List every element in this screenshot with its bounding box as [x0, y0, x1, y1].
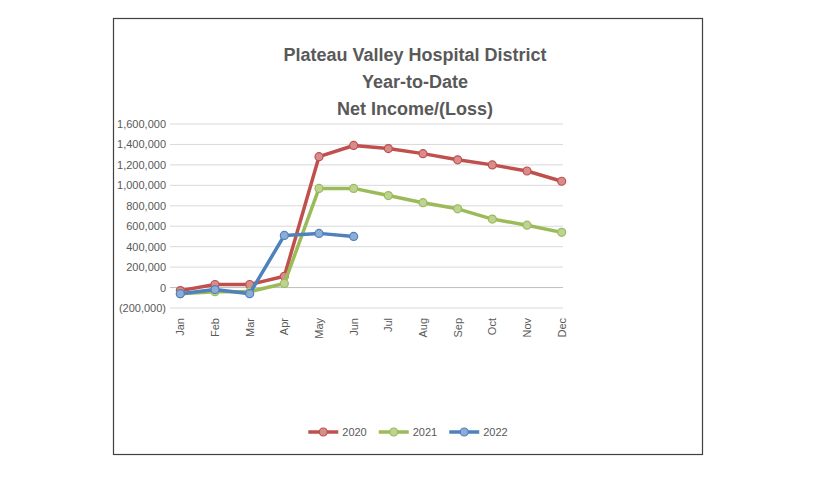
series-marker [350, 141, 358, 149]
y-tick-label: 1,000,000 [117, 179, 166, 191]
grid-line [170, 287, 563, 288]
x-tick-label: Dec [556, 318, 568, 338]
x-tick-label: Oct [486, 318, 498, 335]
series-marker [246, 290, 254, 298]
series-marker [488, 161, 496, 169]
series-marker [488, 215, 496, 223]
series-marker [315, 229, 323, 237]
legend-item: 2022 [449, 426, 507, 438]
series-marker [211, 286, 219, 294]
legend-swatch-marker [390, 428, 398, 436]
x-tick-label: Aug [417, 318, 429, 338]
legend-label: 2022 [483, 426, 507, 438]
series-marker [176, 290, 184, 298]
y-tick-label: 1,600,000 [117, 118, 166, 130]
series-marker [558, 228, 566, 236]
series-marker [454, 205, 462, 213]
series-line [180, 188, 561, 293]
plot-area [176, 141, 565, 297]
y-tick-label: 1,200,000 [117, 159, 166, 171]
series-marker [384, 145, 392, 153]
series-marker [280, 231, 288, 239]
grid-line [170, 226, 563, 227]
series-line [180, 145, 561, 290]
grid-line [170, 246, 563, 247]
legend-swatch-marker [460, 428, 468, 436]
series-marker [315, 153, 323, 161]
legend-item: 2021 [379, 426, 437, 438]
grid-line [170, 267, 563, 268]
x-axis-line [170, 287, 563, 288]
x-tick-label: Sep [452, 318, 464, 338]
legend-label: 2021 [413, 426, 437, 438]
chart-title: Plateau Valley Hospital District [283, 45, 546, 65]
grid-line [170, 124, 563, 125]
y-tick-label: 400,000 [126, 241, 166, 253]
grid [170, 124, 563, 308]
series-marker [558, 177, 566, 185]
series-marker [454, 156, 462, 164]
legend-item: 2020 [308, 426, 366, 438]
series-marker [419, 150, 427, 158]
chart-title: Net Income/(Loss) [337, 99, 493, 119]
x-tick-label: Jan [174, 318, 186, 336]
y-tick-label: 800,000 [126, 200, 166, 212]
chart: Plateau Valley Hospital District Year-to-… [0, 0, 816, 480]
x-tick-label: Mar [244, 318, 256, 337]
series-marker [419, 199, 427, 207]
legend: 2020 2021 2022 [308, 426, 507, 438]
series-marker [315, 184, 323, 192]
y-tick-label: 1,400,000 [117, 138, 166, 150]
legend-swatch-marker [319, 428, 327, 436]
x-tick-label: Nov [521, 318, 533, 338]
x-tick-label: May [313, 318, 325, 339]
x-tick-label: Jul [382, 318, 394, 332]
series-marker [350, 232, 358, 240]
series-marker [523, 221, 531, 229]
grid-line [170, 185, 563, 186]
x-tick-label: Jun [348, 318, 360, 336]
series-marker [280, 279, 288, 287]
grid-line [170, 205, 563, 206]
x-tick-label: Feb [209, 318, 221, 337]
y-tick-label: 0 [160, 282, 166, 294]
chart-frame [114, 19, 703, 455]
series-line [180, 233, 353, 293]
series-marker [384, 192, 392, 200]
chart-title: Year-to-Date [362, 72, 468, 92]
y-tick-label: (200,000) [119, 302, 166, 314]
grid-line [170, 308, 563, 309]
series-marker [350, 184, 358, 192]
series-marker [176, 290, 184, 298]
y-tick-label: 600,000 [126, 220, 166, 232]
y-tick-label: 200,000 [126, 261, 166, 273]
legend-label: 2020 [342, 426, 366, 438]
grid-line [170, 144, 563, 145]
series-marker [523, 167, 531, 175]
x-tick-label: Apr [278, 318, 290, 335]
